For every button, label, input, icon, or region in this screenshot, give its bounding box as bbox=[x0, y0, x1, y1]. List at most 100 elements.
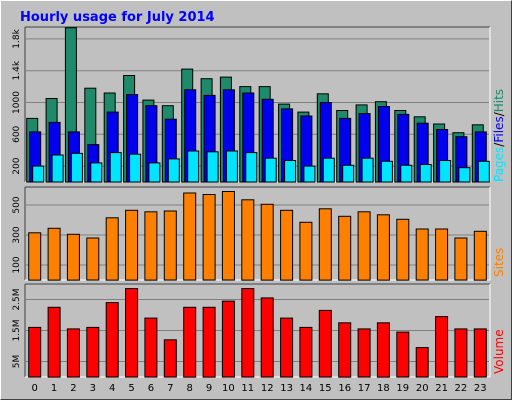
volume-bar bbox=[415, 347, 429, 378]
sites-bar bbox=[415, 228, 429, 281]
traffic-y-tick-label: 1.8k bbox=[12, 28, 22, 48]
sites-bar bbox=[163, 210, 177, 281]
x-tick-label: 6 bbox=[148, 383, 154, 394]
volume-bar bbox=[105, 302, 119, 378]
pages-bar bbox=[206, 151, 219, 183]
sites-bar bbox=[47, 227, 61, 281]
pages-bar bbox=[148, 162, 161, 183]
chart-title: Hourly usage for July 2014 bbox=[20, 10, 215, 25]
sites-legend: Sites bbox=[492, 248, 506, 277]
pages-bar bbox=[322, 157, 335, 183]
x-tick-label: 5 bbox=[128, 383, 134, 394]
sites-bar bbox=[280, 209, 294, 281]
sites-bar bbox=[66, 233, 80, 281]
sites-bar bbox=[260, 203, 274, 281]
pages-bar bbox=[458, 167, 471, 183]
volume-bar bbox=[338, 322, 352, 378]
volume-legend: Volume bbox=[492, 329, 506, 374]
volume-bar bbox=[396, 331, 410, 378]
volume-bar bbox=[299, 326, 313, 378]
volume-bar bbox=[202, 306, 216, 378]
x-tick-label: 16 bbox=[338, 383, 351, 394]
sites-y-tick-label: 100 bbox=[12, 256, 22, 273]
sites-bar bbox=[221, 191, 235, 281]
sites-bar bbox=[454, 237, 468, 281]
x-tick-label: 3 bbox=[90, 383, 96, 394]
sites-bar bbox=[376, 214, 390, 281]
sites-bar bbox=[396, 218, 410, 281]
pages-bar bbox=[90, 162, 103, 183]
volume-y-tick-label: 2.5M bbox=[12, 288, 22, 310]
sites-bar bbox=[28, 232, 42, 281]
sites-bar bbox=[144, 211, 158, 281]
sites-y-tick-label: 300 bbox=[12, 226, 22, 243]
x-tick-label: 22 bbox=[455, 383, 468, 394]
volume-bar bbox=[125, 288, 139, 378]
traffic-y-tick-label: 200 bbox=[12, 157, 22, 174]
sites-bar bbox=[241, 199, 255, 281]
volume-bar bbox=[357, 328, 371, 378]
sites-bar bbox=[105, 217, 119, 281]
sites-bar bbox=[338, 215, 352, 281]
x-tick-label: 7 bbox=[167, 383, 173, 394]
sites-bar bbox=[357, 211, 371, 281]
volume-bar bbox=[47, 306, 61, 378]
volume-bar bbox=[86, 326, 100, 378]
volume-bar bbox=[376, 322, 390, 378]
pages-bar bbox=[109, 152, 122, 183]
pages-bar bbox=[225, 150, 238, 183]
sites-bar bbox=[183, 192, 197, 281]
pages-bar bbox=[129, 153, 142, 183]
pages-bar bbox=[477, 160, 490, 183]
x-tick-label: 0 bbox=[32, 383, 38, 394]
volume-bar bbox=[221, 300, 235, 378]
x-tick-label: 23 bbox=[474, 383, 487, 394]
sites-bar bbox=[299, 221, 313, 281]
volume-bar bbox=[318, 309, 332, 378]
traffic-y-tick-label: 1.4k bbox=[12, 60, 22, 80]
pages-bar bbox=[303, 165, 316, 183]
x-tick-label: 2 bbox=[70, 383, 76, 394]
traffic-plot-area bbox=[25, 27, 490, 182]
legend-separator: / bbox=[492, 142, 506, 147]
traffic-y-tick-label: 600 bbox=[12, 125, 22, 142]
x-tick-label: 1 bbox=[51, 383, 57, 394]
volume-bar bbox=[66, 328, 80, 378]
pages-bar bbox=[245, 152, 258, 183]
volume-bar bbox=[435, 316, 449, 378]
sites-bar bbox=[473, 230, 487, 281]
x-tick-label: 9 bbox=[206, 383, 212, 394]
volume-bar bbox=[473, 328, 487, 378]
legend-pages: Pages bbox=[492, 147, 506, 182]
traffic-legend: Pages/Files/Hits bbox=[492, 89, 506, 182]
x-tick-label: 13 bbox=[280, 383, 293, 394]
volume-bar bbox=[241, 288, 255, 378]
x-tick-label: 14 bbox=[300, 383, 313, 394]
pages-bar bbox=[284, 160, 297, 183]
pages-bar bbox=[264, 157, 277, 183]
pages-bar bbox=[361, 157, 374, 183]
x-tick-label: 18 bbox=[377, 383, 390, 394]
volume-bar bbox=[183, 306, 197, 378]
sites-bar bbox=[435, 228, 449, 281]
legend-files: Files bbox=[492, 116, 506, 142]
x-tick-label: 20 bbox=[416, 383, 429, 394]
volume-bar bbox=[260, 297, 274, 378]
x-tick-label: 17 bbox=[358, 383, 371, 394]
volume-bar bbox=[280, 317, 294, 378]
volume-bar bbox=[144, 317, 158, 378]
pages-bar bbox=[51, 154, 64, 183]
pages-bar bbox=[439, 160, 452, 183]
pages-bar bbox=[400, 164, 413, 183]
x-tick-label: 11 bbox=[241, 383, 254, 394]
volume-bar bbox=[163, 339, 177, 378]
pages-bar bbox=[187, 150, 200, 183]
volume-y-tick-label: 5M bbox=[12, 355, 22, 369]
traffic-y-tick-label: 1000 bbox=[12, 91, 22, 114]
pages-bar bbox=[32, 165, 45, 183]
volume-bar bbox=[28, 326, 42, 378]
sites-bar bbox=[86, 237, 100, 281]
pages-bar bbox=[380, 160, 393, 183]
pages-bar bbox=[70, 152, 83, 183]
